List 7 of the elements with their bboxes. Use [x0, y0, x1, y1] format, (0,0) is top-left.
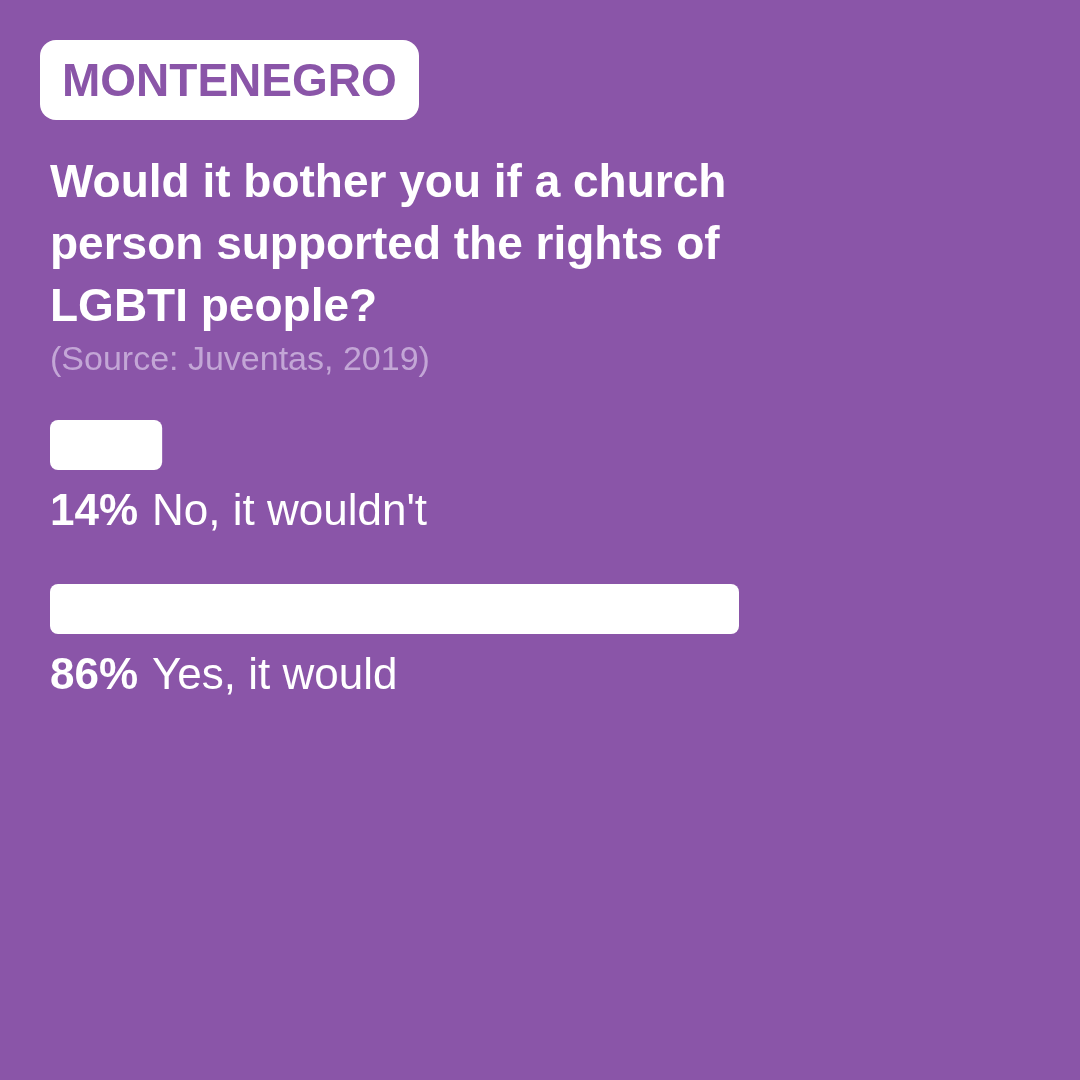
text: MONTENEGRO — [40, 40, 419, 120]
data-label: 14% — [50, 485, 139, 534]
y-tick-label: No, it wouldn't — [152, 485, 428, 534]
y-tick-label: Yes, it would — [152, 649, 398, 698]
data-label: 86% — [50, 649, 139, 698]
text: (Source: Juventas, 2019) — [50, 338, 430, 379]
chart-title: Would it bother you if a church person supported the rights of LGBTI people? — [50, 154, 728, 333]
